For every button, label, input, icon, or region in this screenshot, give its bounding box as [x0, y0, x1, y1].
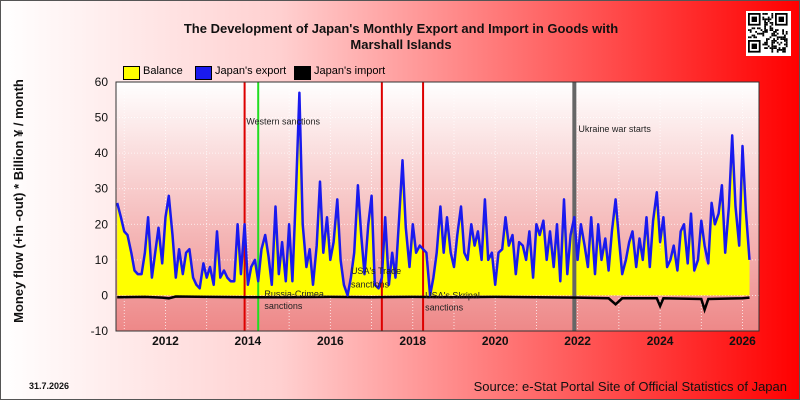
chart-title-line1: The Development of Japan's Monthly Expor…	[183, 21, 619, 36]
y-tick-label: 30	[95, 182, 109, 196]
legend-label-import: Japan's import	[314, 65, 386, 77]
source-note: Source: e-Stat Portal Site of Official S…	[473, 379, 787, 394]
annotation-label: Russia-Crimea	[264, 289, 324, 299]
x-tick-label: 2024	[647, 334, 674, 348]
import-line	[117, 295, 750, 314]
legend-swatch-import	[294, 66, 311, 80]
legend-swatch-export	[195, 66, 212, 80]
annotation-label: USA's Skripal	[425, 290, 480, 300]
event-label: Western sanctions	[246, 117, 320, 127]
y-tick-label: 50	[95, 111, 109, 125]
legend-label-balance: Balance	[143, 65, 183, 77]
x-tick-label: 2026	[729, 334, 756, 348]
y-tick-label: -10	[91, 324, 109, 338]
y-tick-label: 20	[95, 217, 109, 231]
annotation-label: sanctions	[425, 303, 464, 313]
y-tick-label: 10	[95, 253, 109, 267]
annotation-label: USA's Trade	[351, 266, 401, 276]
y-tick-label: 0	[101, 288, 108, 302]
y-tick-label: 60	[95, 75, 109, 89]
plot-border	[115, 81, 760, 332]
x-tick-label: 2012	[152, 334, 179, 348]
x-tick-label: 2022	[564, 334, 591, 348]
y-tick-label: 40	[95, 146, 109, 160]
chart-title-line2: Marshall Islands	[350, 37, 452, 52]
x-tick-label: 2016	[317, 334, 344, 348]
qr-code-icon	[746, 11, 791, 56]
legend-label-export: Japan's export	[215, 65, 287, 77]
event-label: Ukraine war starts	[578, 124, 651, 134]
export-line	[115, 91, 751, 297]
annotation-label: sanctions	[351, 280, 390, 290]
chart-title: The Development of Japan's Monthly Expor…	[151, 21, 651, 53]
x-tick-label: 2020	[482, 334, 509, 348]
x-tick-label: 2018	[399, 334, 426, 348]
x-tick-label: 2014	[235, 334, 262, 348]
date-stamp: 31.7.2026	[29, 381, 70, 391]
legend-swatch-balance	[123, 66, 140, 80]
annotation-label: sanctions	[264, 301, 303, 311]
balance-area	[117, 94, 750, 298]
